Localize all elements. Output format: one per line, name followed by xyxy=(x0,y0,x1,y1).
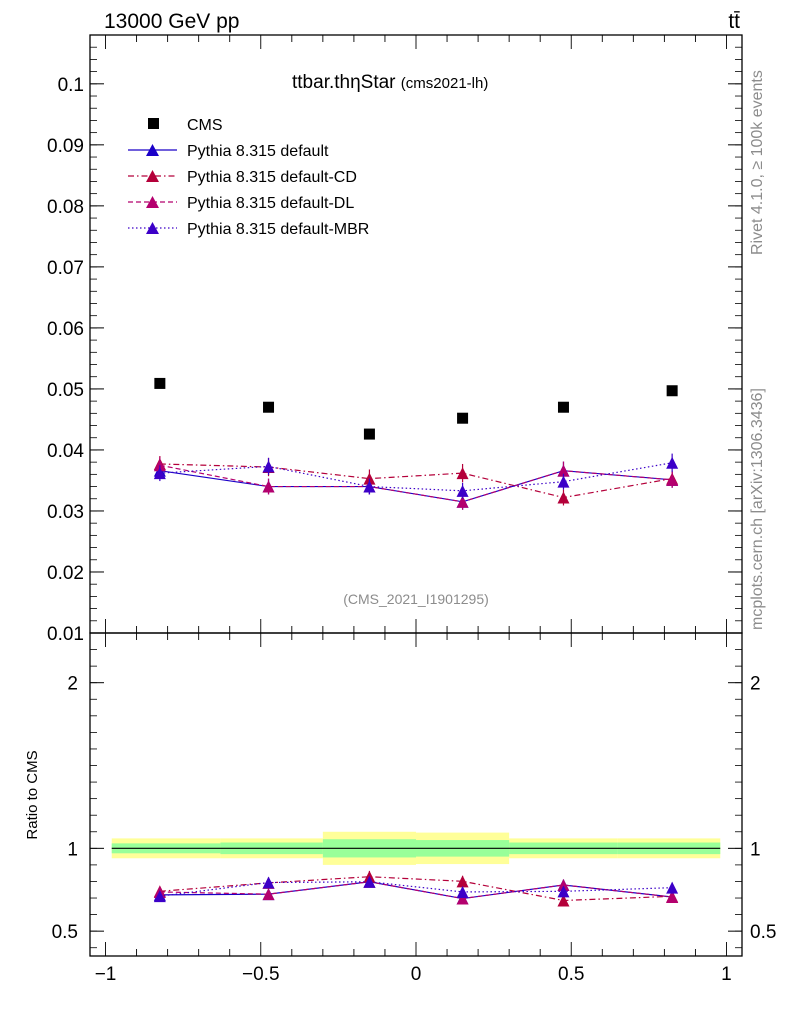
header-process-label: tt̄ xyxy=(728,10,740,33)
plot-title: ttbar.thηStar (cms2021-lh) xyxy=(292,72,488,93)
ratio-1-point-3 xyxy=(456,875,469,888)
main-ytick-label-5: 0.06 xyxy=(47,319,84,340)
ratio-line-3 xyxy=(159,881,673,897)
legend-marker-0 xyxy=(146,144,159,156)
side-mcplots-label: mcplots.cern.ch [arXiv:1306.3436] xyxy=(749,388,766,630)
ratio-3-point-2 xyxy=(363,875,376,888)
ratio-2-point-4 xyxy=(557,878,570,891)
cms-data-point-2 xyxy=(363,428,375,440)
ratio-panel-content xyxy=(111,831,721,907)
series-1-point-3 xyxy=(456,467,469,480)
main-ytick-label-8: 0.09 xyxy=(47,136,84,157)
ratio-ytick-label-left-0: 0.5 xyxy=(52,922,78,943)
main-ytick-label-3: 0.04 xyxy=(47,441,84,462)
series-3-point-2 xyxy=(363,480,376,493)
ratio-3-point-1 xyxy=(262,876,275,889)
ratio-xtick-label-1: −0.5 xyxy=(242,964,280,985)
cms-data-point-1 xyxy=(263,401,275,413)
legend-label-3: Pythia 8.315 default-MBR xyxy=(187,221,369,238)
main-ytick-label-2: 0.03 xyxy=(47,502,84,523)
ratio-2-point-1 xyxy=(262,888,275,901)
main-ytick-label-7: 0.08 xyxy=(47,197,84,218)
series-3-point-0 xyxy=(153,467,166,480)
ratio-line-2 xyxy=(159,881,673,900)
legend-label-1: Pythia 8.315 default-CD xyxy=(187,169,357,186)
main-ytick-label-6: 0.07 xyxy=(47,258,84,279)
series-line-1 xyxy=(159,463,673,499)
main-ytick-label-4: 0.05 xyxy=(47,380,84,401)
series-2-point-1 xyxy=(262,480,275,493)
legend-marker-3 xyxy=(146,222,159,234)
cms-data-point-0 xyxy=(154,377,166,389)
legend-marker-2 xyxy=(146,196,159,208)
ratio-xtick-label-4: 1 xyxy=(721,964,732,985)
legend-label-0: Pythia 8.315 default xyxy=(187,143,329,160)
cms-data-point-4 xyxy=(557,401,569,413)
main-ytick-label-9: 0.1 xyxy=(58,75,84,96)
series-3-point-3 xyxy=(456,484,469,497)
ratio-3-point-5 xyxy=(666,881,679,894)
ratio-2-point-5 xyxy=(666,890,679,903)
ratio-1-point-4 xyxy=(557,894,570,907)
ratio-ytick-label-right-1: 1 xyxy=(750,839,761,860)
series-3-point-1 xyxy=(262,460,275,473)
legend-label-cms: CMS xyxy=(187,117,223,134)
series-2-point-3 xyxy=(456,495,469,508)
ratio-3-point-0 xyxy=(153,890,166,903)
legend-label-2: Pythia 8.315 default-DL xyxy=(187,195,354,212)
ratio-ytick-label-right-0: 0.5 xyxy=(750,922,776,943)
ratio-xtick-label-2: 0 xyxy=(411,964,422,985)
header-energy-label: 13000 GeV pp xyxy=(104,10,239,33)
series-2-point-4 xyxy=(557,464,570,477)
ratio-3-point-3 xyxy=(456,885,469,898)
legend-marker-cms xyxy=(148,118,159,129)
cms-data-point-3 xyxy=(457,412,469,424)
main-panel-content xyxy=(153,377,679,510)
ratio-ylabel: Ratio to CMS xyxy=(24,750,41,839)
ratio-ytick-label-left-2: 2 xyxy=(67,674,78,695)
ratio-frame xyxy=(89,632,743,957)
series-3-point-4 xyxy=(557,475,570,488)
ratio-line-1 xyxy=(159,876,673,902)
series-line-2 xyxy=(159,464,673,503)
analysis-watermark: (CMS_2021_I1901295) xyxy=(343,591,489,607)
main-ytick-label-1: 0.02 xyxy=(47,563,84,584)
series-2-point-5 xyxy=(666,473,679,486)
ratio-xtick-label-0: −1 xyxy=(95,964,117,985)
plot-title-sub: (cms2021-lh) xyxy=(401,75,489,92)
ratio-2-point-3 xyxy=(456,892,469,905)
series-1-point-4 xyxy=(557,491,570,504)
ratio-xtick-label-3: 0.5 xyxy=(558,964,584,985)
series-line-3 xyxy=(159,462,673,492)
ratio-3-point-4 xyxy=(557,885,570,898)
series-3-point-5 xyxy=(666,456,679,469)
side-rivet-label: Rivet 4.1.0, ≥ 100k events xyxy=(749,70,766,255)
ratio-ytick-label-left-1: 1 xyxy=(67,839,78,860)
legend-marker-1 xyxy=(146,170,159,182)
main-ytick-label-0: 0.01 xyxy=(47,624,84,645)
cms-data-point-5 xyxy=(666,385,678,397)
ratio-ytick-label-right-2: 2 xyxy=(750,674,761,695)
plot-title-main: ttbar.thηStar xyxy=(292,72,401,93)
